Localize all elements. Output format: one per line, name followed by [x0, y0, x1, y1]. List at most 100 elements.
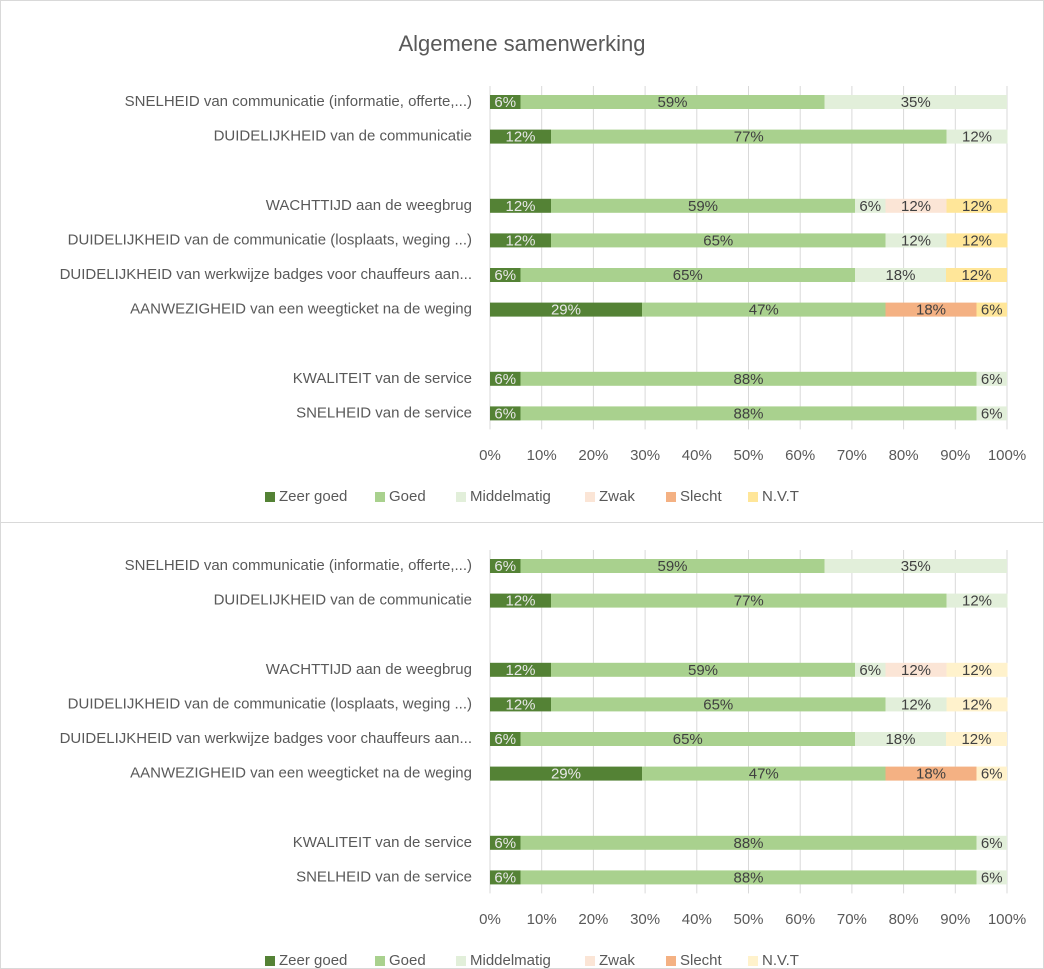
bar-segment: [490, 766, 642, 781]
value-label: 12%: [901, 696, 931, 713]
value-label: 47%: [749, 766, 779, 783]
value-label: 12%: [505, 198, 535, 215]
bar-segment: [976, 302, 1007, 317]
bar-segment: [945, 268, 1007, 282]
legend-label: Zwak: [599, 952, 635, 969]
category-label: DUIDELIJKHEID van de communicatie (lospl…: [68, 695, 472, 712]
bar-segment: [855, 268, 946, 282]
bar-segment: [824, 559, 1007, 573]
legend-swatch: [265, 492, 275, 502]
bar-segment: [490, 835, 521, 850]
value-label: 12%: [901, 662, 931, 679]
legend-label: N.V.T: [762, 952, 799, 969]
value-label: 18%: [885, 267, 915, 284]
x-tick-label: 40%: [682, 447, 712, 464]
bar-segment: [490, 406, 521, 421]
bar-segment: [855, 732, 946, 746]
legend-label: Slecht: [680, 952, 723, 969]
category-label: SNELHEID van communicatie (informatie, o…: [125, 557, 472, 574]
bar-segment: [520, 732, 856, 746]
value-label: 6%: [494, 869, 516, 886]
value-label: 65%: [673, 731, 703, 748]
value-label: 65%: [703, 696, 733, 713]
category-label: SNELHEID van communicatie (informatie, o…: [125, 93, 472, 110]
legend-swatch: [666, 492, 676, 502]
x-tick-label: 60%: [785, 911, 815, 928]
bar-segment: [520, 835, 977, 850]
value-label: 12%: [962, 129, 992, 146]
bar-segment: [551, 129, 947, 144]
category-label: AANWEZIGHEID van een weegticket na de we…: [130, 765, 472, 782]
x-tick-label: 10%: [527, 911, 557, 928]
value-label: 12%: [901, 232, 931, 249]
bar-segment: [641, 302, 886, 317]
value-label: 6%: [981, 371, 1003, 388]
category-label: KWALITEIT van de service: [293, 834, 472, 851]
bar-segment: [520, 371, 977, 386]
bar-segment: [490, 662, 552, 677]
value-label: 12%: [962, 696, 992, 713]
x-tick-label: 50%: [733, 911, 763, 928]
bar-segment: [855, 662, 886, 677]
bar-segment: [520, 559, 825, 573]
bar-segment: [885, 662, 947, 677]
value-label: 12%: [505, 662, 535, 679]
bar-segment: [490, 870, 521, 885]
bar-segment: [520, 406, 977, 421]
legend-swatch: [748, 492, 758, 502]
bar-segment: [885, 198, 947, 213]
bar-segment: [490, 268, 521, 282]
bar-segment: [976, 371, 1007, 386]
value-label: 12%: [505, 232, 535, 249]
value-label: 59%: [657, 94, 687, 111]
category-label: KWALITEIT van de service: [293, 370, 472, 387]
bar-segment: [520, 95, 825, 109]
bar-segment: [976, 835, 1007, 850]
category-label: DUIDELIJKHEID van de communicatie (lospl…: [68, 231, 472, 248]
bar-segment: [490, 95, 521, 109]
value-label: 6%: [981, 766, 1003, 783]
x-tick-label: 30%: [630, 447, 660, 464]
bar-segment: [946, 593, 1008, 608]
chart-title: Algemene samenwerking: [398, 31, 645, 56]
legend-label: N.V.T: [762, 488, 799, 505]
x-tick-label: 100%: [988, 447, 1026, 464]
bar-segment: [551, 198, 856, 213]
value-label: 6%: [981, 869, 1003, 886]
value-label: 6%: [494, 94, 516, 111]
value-label: 12%: [962, 232, 992, 249]
value-label: 12%: [962, 662, 992, 679]
bar-segment: [490, 129, 552, 144]
value-label: 18%: [885, 731, 915, 748]
bar-segment: [490, 559, 521, 573]
bar-segment: [490, 593, 552, 608]
legend-label: Zeer goed: [279, 488, 347, 505]
legend-swatch: [375, 956, 385, 966]
bar-segment: [946, 662, 1008, 677]
value-label: 12%: [505, 593, 535, 610]
value-label: 6%: [981, 405, 1003, 422]
value-label: 59%: [688, 198, 718, 215]
bar-segment: [976, 766, 1007, 781]
x-tick-label: 40%: [682, 911, 712, 928]
x-tick-label: 90%: [940, 911, 970, 928]
category-label: DUIDELIJKHEID van werkwijze badges voor …: [60, 266, 472, 283]
x-tick-label: 60%: [785, 447, 815, 464]
value-label: 6%: [859, 662, 881, 679]
value-label: 65%: [673, 267, 703, 284]
legend-label: Zwak: [599, 488, 635, 505]
x-tick-label: 20%: [578, 911, 608, 928]
legend-label: Slecht: [680, 488, 723, 505]
bar-segment: [551, 233, 886, 248]
bar-segment: [551, 697, 886, 712]
category-label: AANWEZIGHEID van een weegticket na de we…: [130, 301, 472, 318]
bar-segment: [946, 233, 1008, 248]
legend-label: Middelmatig: [470, 952, 551, 969]
bar-segment: [885, 697, 947, 712]
bar-segment: [490, 198, 552, 213]
bar-segment: [551, 662, 856, 677]
value-label: 6%: [494, 371, 516, 388]
value-label: 12%: [962, 593, 992, 610]
